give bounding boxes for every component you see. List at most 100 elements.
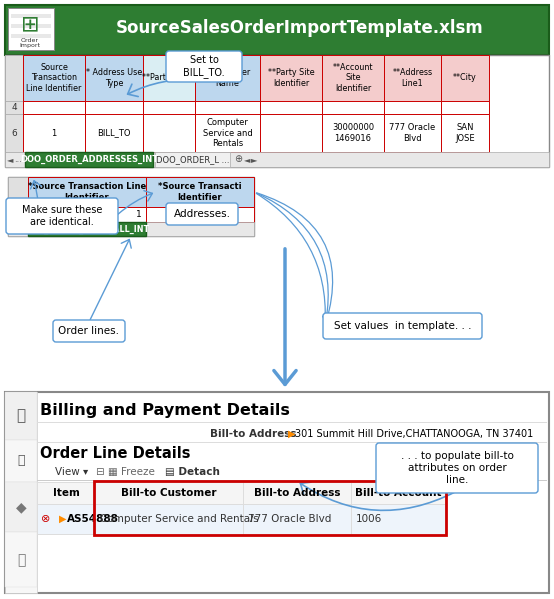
Text: View ▾: View ▾ [55,467,88,477]
Bar [25,152,153,167]
Bar [28,207,146,222]
Bar [322,55,384,101]
Bar [23,55,85,101]
Text: Set to
BILL_TO.: Set to BILL_TO. [183,55,225,78]
Text: BILL_TO: BILL_TO [98,129,131,138]
Bar [5,392,37,440]
Bar [441,55,489,101]
Bar [8,8,54,50]
Bar [11,14,51,18]
Bar [85,114,143,152]
FancyBboxPatch shape [376,443,538,493]
Text: ►: ► [10,225,16,234]
Text: 1006: 1006 [356,514,382,524]
Bar [384,101,441,114]
Text: Source
Transaction
Line Identifier: Source Transaction Line Identifier [26,63,81,93]
Text: 777 Oracle Blvd: 777 Oracle Blvd [248,514,331,524]
Bar [11,24,51,28]
Text: **Customer
Name: **Customer Name [204,68,251,87]
FancyBboxPatch shape [323,313,482,339]
Bar [5,152,549,167]
Bar [143,114,195,152]
Text: Billing and Payment Details: Billing and Payment Details [40,403,290,418]
Bar [322,101,384,114]
Text: **City: **City [453,74,477,83]
Text: **Party Name: **Party Name [141,74,197,83]
Text: Bill-to Account: Bill-to Account [355,488,441,498]
Bar [155,152,230,167]
Text: 4: 4 [11,103,17,112]
Bar [85,55,143,101]
Text: ...: ... [14,155,22,164]
Bar [5,101,23,114]
Bar [8,207,28,222]
Bar [37,504,445,534]
Text: 1: 1 [136,210,142,219]
Text: **Account
Site
Identifier: **Account Site Identifier [333,63,373,93]
Text: ▤ Detach: ▤ Detach [165,467,220,477]
Bar [351,482,352,534]
Bar [5,55,23,101]
Bar [23,101,85,114]
Bar [5,5,549,55]
Bar [143,101,195,114]
Text: * Address Use
Type: * Address Use Type [86,68,142,87]
Bar [37,422,547,423]
Bar [5,482,37,532]
Text: Set values  in template. . .: Set values in template. . . [334,321,471,331]
Bar [143,55,195,101]
Text: ▶: ▶ [59,514,66,524]
Text: 301 Summit Hill Drive,CHATTANOOGA, TN 37401: 301 Summit Hill Drive,CHATTANOOGA, TN 37… [295,429,534,439]
FancyBboxPatch shape [166,203,238,225]
Text: 1: 1 [52,129,57,138]
Text: ◄: ◄ [244,155,250,164]
Text: ⊗: ⊗ [42,514,50,524]
Text: Computer
Service and
Rentals: Computer Service and Rentals [203,118,253,148]
Bar [322,114,384,152]
Text: **Address
Line1: **Address Line1 [392,68,433,87]
Text: 👤: 👤 [17,553,25,567]
Text: Bill-to Address: Bill-to Address [210,429,296,439]
Text: 🛒: 🛒 [17,409,25,423]
Text: ►: ► [251,155,257,164]
Text: DOO_ORDER_LINES_ALL_INT: DOO_ORDER_LINES_ALL_INT [24,225,150,234]
Text: 🚚: 🚚 [17,455,25,467]
Text: SAN
JOSE: SAN JOSE [455,123,475,143]
Bar [95,482,96,534]
Text: Addresses.: Addresses. [173,209,230,219]
Bar [195,55,260,101]
Bar [37,482,445,504]
Bar [260,55,322,101]
Bar [28,222,146,236]
Bar [94,481,446,535]
Bar [28,177,146,207]
Bar [85,101,143,114]
Bar [11,39,51,43]
Text: *Source Transaction Line
Identifier: *Source Transaction Line Identifier [28,182,146,202]
FancyBboxPatch shape [6,198,118,234]
Bar [260,114,322,152]
Bar [5,440,37,482]
Bar [37,442,547,443]
Text: ◄: ◄ [7,155,13,164]
Text: ...: ... [17,225,25,234]
Text: ⊟: ⊟ [95,467,104,477]
Bar [260,101,322,114]
Text: SourceSalesOrderImportTemplate.xlsm: SourceSalesOrderImportTemplate.xlsm [116,19,484,37]
Text: ⊞: ⊞ [20,15,39,35]
Bar [146,207,254,222]
Text: ⊕: ⊕ [234,155,242,165]
Bar [5,55,549,167]
Text: 6: 6 [11,129,17,138]
Text: *Source Transacti
Identifier: *Source Transacti Identifier [158,182,242,202]
Bar [11,19,51,23]
Bar [195,114,260,152]
Bar [11,29,51,33]
Bar [5,114,23,152]
Text: ▶: ▶ [288,429,295,439]
Bar [8,177,254,236]
Bar [441,114,489,152]
Bar [384,114,441,152]
Bar [11,34,51,38]
Bar [5,392,549,593]
